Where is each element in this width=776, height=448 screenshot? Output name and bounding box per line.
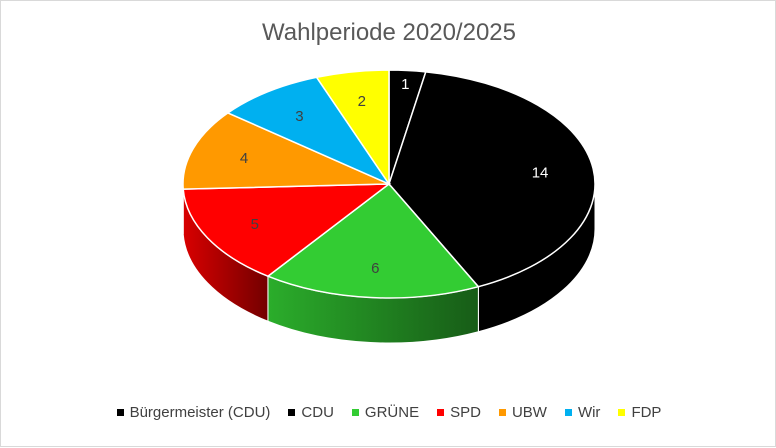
legend-swatch: [117, 409, 124, 416]
legend-swatch: [565, 409, 572, 416]
legend-item-ubw: UBW: [499, 404, 547, 421]
legend-item-cdu: CDU: [288, 404, 334, 421]
data-label-ubw: 4: [240, 150, 248, 167]
data-label-wir: 3: [295, 108, 303, 125]
legend-item-wir: Wir: [565, 404, 601, 421]
legend-label: Wir: [578, 404, 601, 421]
data-label-grune: 6: [371, 260, 379, 277]
legend-label: Bürgermeister (CDU): [130, 404, 271, 421]
data-label-spd: 5: [251, 216, 259, 233]
legend-item-grune: GRÜNE: [352, 404, 419, 421]
legend-item-burgermeister-cdu: Bürgermeister (CDU): [117, 404, 271, 421]
data-label-cdu: 14: [532, 165, 549, 182]
legend-label: FDP: [631, 404, 661, 421]
data-label-fdp: 2: [358, 93, 366, 110]
legend-swatch: [437, 409, 444, 416]
legend-label: CDU: [301, 404, 334, 421]
legend-swatch: [352, 409, 359, 416]
legend-label: SPD: [450, 404, 481, 421]
legend-label: GRÜNE: [365, 404, 419, 421]
legend-item-spd: SPD: [437, 404, 481, 421]
legend-swatch: [618, 409, 625, 416]
chart-legend: Bürgermeister (CDU) CDU GRÜNE SPD UBW Wir FDP: [1, 404, 776, 421]
legend-swatch: [288, 409, 295, 416]
data-label-burgermeister-cdu: 1: [401, 76, 409, 93]
pie-top-faces: [183, 70, 595, 298]
legend-swatch: [499, 409, 506, 416]
legend-label: UBW: [512, 404, 547, 421]
legend-item-fdp: FDP: [618, 404, 661, 421]
